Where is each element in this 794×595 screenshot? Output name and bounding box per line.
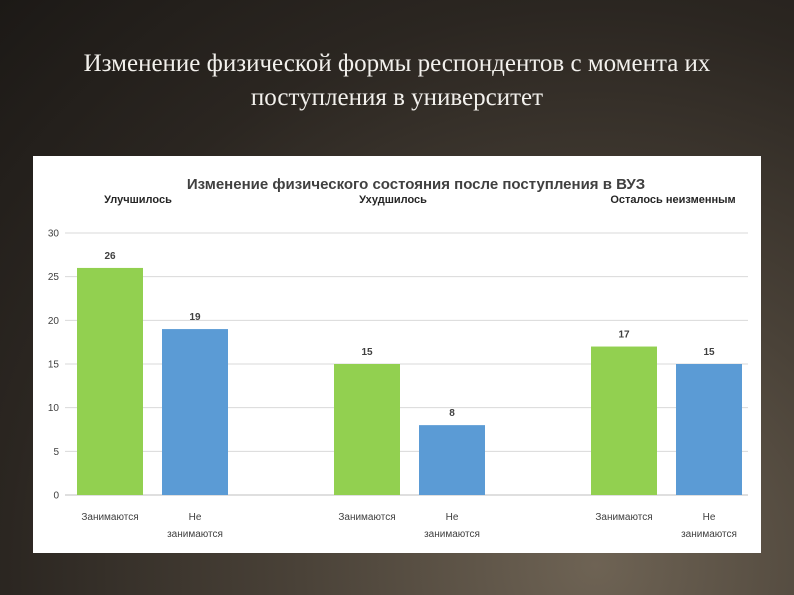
bar-g3-2 <box>676 364 742 495</box>
category-label-g1-1-line1: Занимаются <box>81 512 138 523</box>
slide-title-line-2: поступления в университет <box>250 84 544 111</box>
category-label-g2-2-line1: Не <box>446 512 459 523</box>
bar-g1-2 <box>162 329 228 495</box>
chart-title: Изменение физического состояния после по… <box>187 176 645 193</box>
category-label-g3-2-line1: Не <box>703 512 716 523</box>
data-label-g3-1: 17 <box>618 330 630 341</box>
bar-g1-1 <box>77 267 143 495</box>
data-label-g1-1: 26 <box>104 251 116 262</box>
y-tick-label-20: 20 <box>48 316 60 327</box>
group-label-1: Улучшилось <box>104 194 172 206</box>
data-label-g3-2: 15 <box>703 347 715 358</box>
y-tick-label-5: 5 <box>53 447 59 458</box>
group-label-2: Ухудшилось <box>359 194 427 206</box>
data-label-g2-1: 15 <box>361 347 373 358</box>
slide-title-line-1: Изменение физической формы респондентов … <box>83 50 711 77</box>
slide-title: Изменение физической формы респондентов … <box>20 47 774 115</box>
data-label-g1-2: 19 <box>189 312 201 323</box>
category-label-g3-1-line1: Занимаются <box>595 512 652 523</box>
bar-chart: Изменение физического состояния после по… <box>48 176 748 540</box>
y-tick-label-15: 15 <box>48 360 60 371</box>
group-label-3: Осталось неизменным <box>610 194 735 206</box>
category-label-g1-2-line2: занимаются <box>167 529 223 540</box>
bar-g2-2 <box>419 425 485 495</box>
y-tick-label-0: 0 <box>53 491 59 502</box>
chart-panel: Изменение физического состояния после по… <box>33 156 761 553</box>
data-label-g2-2: 8 <box>449 408 455 419</box>
category-label-g1-2-line1: Не <box>189 512 202 523</box>
bar-g2-1 <box>334 364 400 495</box>
y-tick-label-10: 10 <box>48 403 60 414</box>
y-tick-label-25: 25 <box>48 272 60 283</box>
y-tick-label-30: 30 <box>48 229 60 240</box>
bar-g3-1 <box>591 346 657 495</box>
category-label-g3-2-line2: занимаются <box>681 529 737 540</box>
category-label-g2-1-line1: Занимаются <box>338 512 395 523</box>
category-label-g2-2-line2: занимаются <box>424 529 480 540</box>
